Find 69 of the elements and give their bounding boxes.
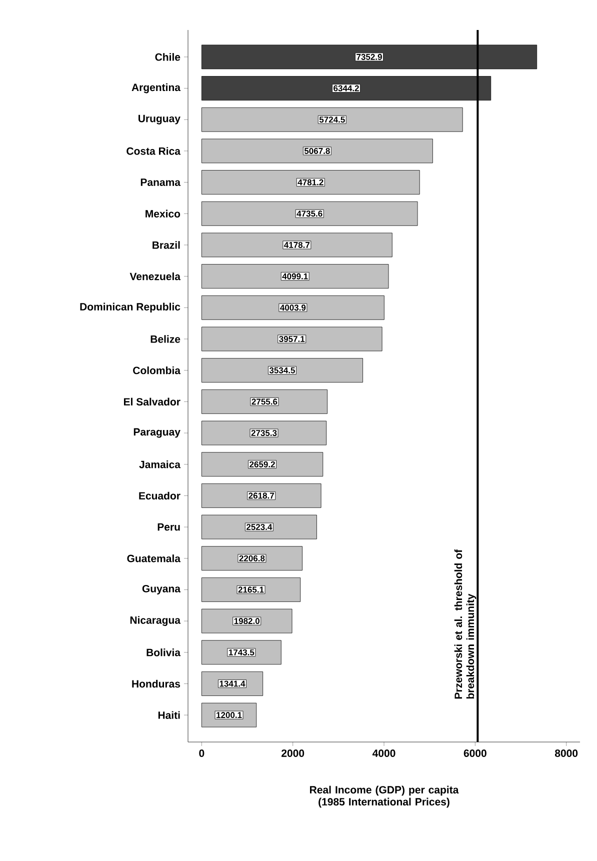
data-label: 2523.4: [246, 524, 272, 530]
bar: [201, 201, 418, 226]
data-label: 1982.0: [234, 618, 260, 624]
bar: [201, 138, 433, 164]
data-label: 1743.5: [228, 649, 254, 656]
x-tick-label: 8000: [554, 750, 578, 757]
y-tick-label: Nicaragua: [130, 616, 181, 626]
y-tick-label: Paraguay: [134, 428, 180, 438]
y-tick-label: Colombia: [133, 366, 181, 374]
bar: [201, 232, 392, 258]
data-label: 5067.8: [304, 148, 330, 154]
y-tick-label: Guatemala: [127, 554, 181, 562]
bar: [201, 483, 322, 508]
data-label: 1341.4: [220, 680, 246, 687]
bar: [201, 420, 327, 446]
y-tick-label: El Salvador: [124, 398, 180, 406]
y-tick-label: Panama: [140, 178, 181, 186]
bar: [201, 107, 463, 132]
bar: [201, 170, 420, 194]
y-tick-label: Dominican Republic: [80, 302, 180, 313]
data-label: 3534.5: [269, 367, 295, 374]
y-tick-label: Brazil: [152, 241, 180, 249]
data-label: 5724.5: [319, 116, 345, 123]
bar: [201, 546, 302, 571]
y-tick-label: Costa Rica: [126, 147, 181, 155]
y-tick-label: Honduras: [132, 680, 180, 688]
bar: [201, 326, 382, 352]
x-tick-label: 6000: [464, 750, 486, 757]
bar: [201, 264, 389, 289]
bar: [201, 577, 301, 602]
ref-line-label: Przeworski et al. threshold of breakdown immunity: [454, 549, 476, 699]
bar: [201, 608, 292, 634]
y-tick-label: Jamaica: [139, 460, 181, 468]
bar: [201, 358, 363, 383]
data-label: 4099.1: [282, 273, 308, 280]
data-label: 4003.9: [280, 304, 306, 311]
data-label: 3957.1: [279, 336, 305, 342]
y-tick-label: Peru: [158, 523, 180, 531]
data-label: 2659.2: [250, 461, 275, 468]
y-tick-label: Ecuador: [139, 492, 180, 500]
data-label: 2755.6: [252, 398, 278, 405]
bar: [201, 389, 328, 414]
bar: [201, 295, 384, 320]
x-tick-label: 4000: [372, 750, 396, 757]
data-label: 4178.7: [284, 242, 310, 248]
y-tick-label: Uruguay: [138, 114, 180, 124]
data-label: 2206.8: [239, 555, 265, 562]
data-label: 1200.1: [216, 712, 242, 718]
data-label: 2165.1: [238, 586, 264, 593]
x-tick-label: 2000: [282, 750, 304, 757]
data-label: 4735.6: [296, 210, 322, 217]
x-axis-title: Real Income (GDP) per capita (1985 International Prices): [310, 786, 459, 808]
y-tick-label: Venezuela: [130, 272, 181, 280]
x-tick-label: 0: [199, 750, 204, 757]
data-label: 6344.2: [334, 85, 359, 92]
y-tick-label: Guyana: [142, 584, 181, 594]
bar: [201, 640, 282, 665]
y-tick-label: Argentina: [132, 83, 181, 94]
y-tick-label: Belize: [150, 335, 180, 343]
data-label: 4781.2: [298, 179, 324, 186]
y-tick-label: Mexico: [146, 210, 180, 218]
bar: [201, 452, 324, 477]
data-label: 2735.3: [251, 430, 277, 436]
data-label: 2618.7: [248, 492, 274, 499]
bar: [201, 514, 317, 540]
y-tick-label: Chile: [155, 53, 180, 61]
y-tick-label: Haiti: [158, 711, 180, 719]
data-label: 7352.9: [356, 54, 382, 60]
y-tick-label: Bolivia: [146, 648, 181, 656]
